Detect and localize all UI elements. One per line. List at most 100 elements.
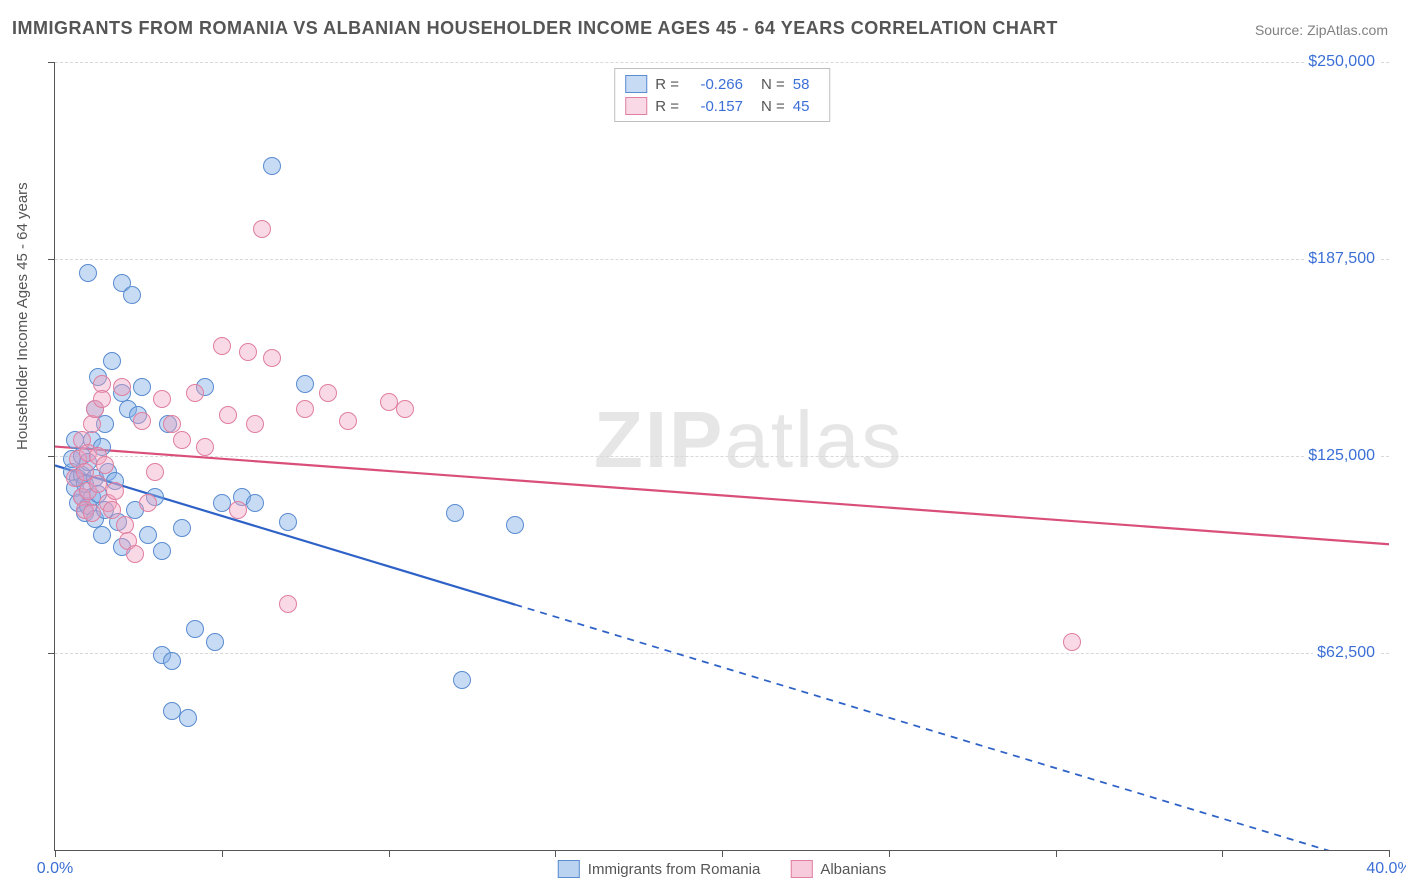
y-tick	[48, 259, 55, 260]
data-point	[319, 384, 337, 402]
data-point	[96, 456, 114, 474]
data-point	[296, 375, 314, 393]
data-point	[263, 157, 281, 175]
y-tick-label: $62,500	[1313, 644, 1379, 662]
x-tick	[389, 850, 390, 857]
data-point	[279, 513, 297, 531]
data-point	[153, 542, 171, 560]
gridline	[55, 653, 1389, 654]
x-tick	[1389, 850, 1390, 857]
data-point	[186, 620, 204, 638]
data-point	[103, 501, 121, 519]
data-point	[296, 400, 314, 418]
x-tick	[722, 850, 723, 857]
data-point	[453, 671, 471, 689]
data-point	[83, 504, 101, 522]
x-tick	[555, 850, 556, 857]
legend-label: Albanians	[820, 861, 886, 878]
data-point	[246, 494, 264, 512]
x-tick	[55, 850, 56, 857]
data-point	[139, 526, 157, 544]
x-tick-label: 0.0%	[37, 860, 73, 878]
data-point	[89, 475, 107, 493]
y-tick	[48, 62, 55, 63]
data-point	[123, 286, 141, 304]
data-point	[446, 504, 464, 522]
data-point	[263, 349, 281, 367]
gridline	[55, 259, 1389, 260]
y-tick-label: $250,000	[1304, 53, 1379, 71]
data-point	[339, 412, 357, 430]
stats-legend: R = -0.266 N = 58 R = -0.157 N = 45	[614, 68, 830, 122]
gridline	[55, 456, 1389, 457]
x-tick	[222, 850, 223, 857]
stat-n-label: N =	[761, 76, 785, 93]
data-point	[253, 220, 271, 238]
legend-swatch-icon	[625, 75, 647, 93]
stat-r-label: R =	[655, 76, 679, 93]
legend-swatch-icon	[558, 860, 580, 878]
legend-swatch-icon	[790, 860, 812, 878]
legend-swatch-icon	[625, 97, 647, 115]
series-legend: Immigrants from Romania Albanians	[558, 860, 886, 878]
data-point	[213, 494, 231, 512]
trend-line-dashed	[515, 605, 1389, 850]
data-point	[1063, 633, 1081, 651]
y-axis-label: Householder Income Ages 45 - 64 years	[14, 182, 31, 450]
stat-r-value: -0.157	[687, 98, 743, 115]
data-point	[506, 516, 524, 534]
y-tick	[48, 456, 55, 457]
data-point	[186, 384, 204, 402]
data-point	[106, 482, 124, 500]
data-point	[126, 545, 144, 563]
data-point	[239, 343, 257, 361]
data-point	[103, 352, 121, 370]
data-point	[380, 393, 398, 411]
stats-row-series-0: R = -0.266 N = 58	[625, 73, 819, 95]
data-point	[113, 378, 131, 396]
x-tick	[1222, 850, 1223, 857]
stat-n-value: 58	[793, 76, 819, 93]
data-point	[146, 463, 164, 481]
data-point	[133, 412, 151, 430]
watermark-bold: ZIP	[594, 395, 724, 484]
data-point	[133, 378, 151, 396]
chart-title: IMMIGRANTS FROM ROMANIA VS ALBANIAN HOUS…	[12, 18, 1058, 39]
data-point	[93, 526, 111, 544]
source-attribution: Source: ZipAtlas.com	[1255, 22, 1388, 38]
legend-item: Immigrants from Romania	[558, 860, 761, 878]
data-point	[173, 431, 191, 449]
x-tick	[889, 850, 890, 857]
y-tick	[48, 653, 55, 654]
legend-item: Albanians	[790, 860, 886, 878]
x-tick-label: 40.0%	[1366, 860, 1406, 878]
data-point	[179, 709, 197, 727]
stat-r-value: -0.266	[687, 76, 743, 93]
stat-n-value: 45	[793, 98, 819, 115]
x-tick	[1056, 850, 1057, 857]
plot-area: ZIPatlas $62,500$125,000$187,500$250,000…	[54, 62, 1389, 851]
data-point	[173, 519, 191, 537]
data-point	[206, 633, 224, 651]
data-point	[93, 390, 111, 408]
data-point	[396, 400, 414, 418]
stat-n-label: N =	[761, 98, 785, 115]
data-point	[279, 595, 297, 613]
watermark: ZIPatlas	[594, 394, 903, 486]
legend-label: Immigrants from Romania	[588, 861, 761, 878]
stats-row-series-1: R = -0.157 N = 45	[625, 95, 819, 117]
data-point	[196, 438, 214, 456]
stat-r-label: R =	[655, 98, 679, 115]
data-point	[153, 390, 171, 408]
data-point	[163, 652, 181, 670]
gridline	[55, 62, 1389, 63]
data-point	[139, 494, 157, 512]
data-point	[229, 501, 247, 519]
data-point	[246, 415, 264, 433]
data-point	[79, 264, 97, 282]
data-point	[83, 415, 101, 433]
data-point	[213, 337, 231, 355]
y-tick-label: $125,000	[1304, 447, 1379, 465]
y-tick-label: $187,500	[1304, 250, 1379, 268]
data-point	[219, 406, 237, 424]
